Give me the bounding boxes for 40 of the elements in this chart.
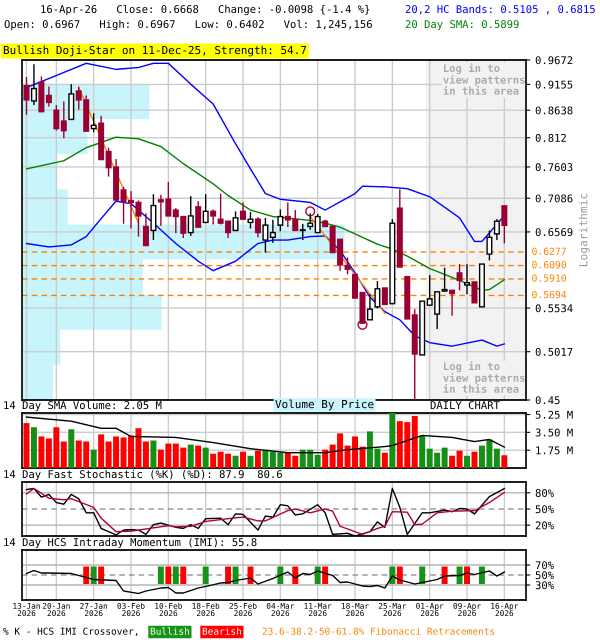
y-tick-label: 0.9672: [536, 56, 572, 64]
text: % K - HCS IMI Crossover,: [3, 628, 138, 636]
ref-line-label: 0.5910: [532, 274, 566, 282]
y-tick-label: 50%: [536, 505, 554, 514]
text: Bullish: [150, 627, 189, 635]
annotation: Log in to view patterns in this area: [443, 361, 525, 393]
chart-subtitle: Open: 0.6967 High: 0.6967 Low: 0.6402 Vol: 1,245,156: [4, 20, 372, 30]
chart-title: 14 Day HCS Intraday Momentum (IMI): 55.8: [4, 538, 257, 548]
y-tick-label: 0.9155: [536, 80, 572, 89]
text: Bearish: [202, 627, 241, 635]
y-tick-label: 0.812: [536, 134, 566, 142]
text: Bullish Doji-Star on 11-Dec-25, Strength: 54.7: [4, 46, 306, 56]
chart-title: 14 Day Fast Stochastic (%K) (%D): 87.9 80.6: [4, 470, 282, 480]
y-tick-label: 3.50 M: [536, 428, 573, 437]
y-tick-label: 80%: [536, 489, 554, 497]
y-tick-label: 0.7086: [536, 194, 572, 202]
y-tick-label: 5.25 M: [536, 410, 573, 419]
y-tick-label: 0.5017: [536, 348, 572, 356]
y-tick-label: 0.8638: [536, 106, 572, 114]
ref-line-label: 0.6277: [532, 248, 566, 255]
y-tick-label: 0.45: [536, 396, 560, 404]
y-tick-label: 1.75 M: [536, 446, 573, 454]
y-tick-label: 20%: [536, 521, 554, 530]
y-tick-label: 30%: [536, 581, 554, 590]
text: 20,2 HC Bands: 0.5105 , 0.6815: [406, 4, 595, 14]
ref-line-label: 0.5694: [532, 290, 566, 298]
text: 20 Day SMA: 0.5899: [406, 20, 519, 30]
ref-line-label: 0.6090: [532, 261, 566, 268]
y-tick-label: 0.6569: [536, 228, 572, 236]
text: Volume By Price: [275, 400, 374, 410]
y-tick-label: 0.7603: [536, 163, 572, 172]
annotation: Log in to view patterns in this area: [443, 63, 525, 95]
y-tick-label: 0.5534: [536, 304, 573, 312]
y-tick-label: 50%: [536, 571, 554, 580]
text: 23.6-38.2-50-61.8% Fibonacci Retracements: [262, 627, 494, 635]
chart-title: 14 Day SMA Volume: 2.05 M: [4, 400, 162, 412]
y-axis-title: Logarithmic: [578, 194, 590, 266]
y-tick-label: 70%: [536, 561, 554, 570]
text: DAILY CHART: [430, 401, 500, 410]
chart-title: 16-Apr-26 Close: 0.6668 Change: -0.0098 {-1.4 %}: [41, 4, 370, 16]
